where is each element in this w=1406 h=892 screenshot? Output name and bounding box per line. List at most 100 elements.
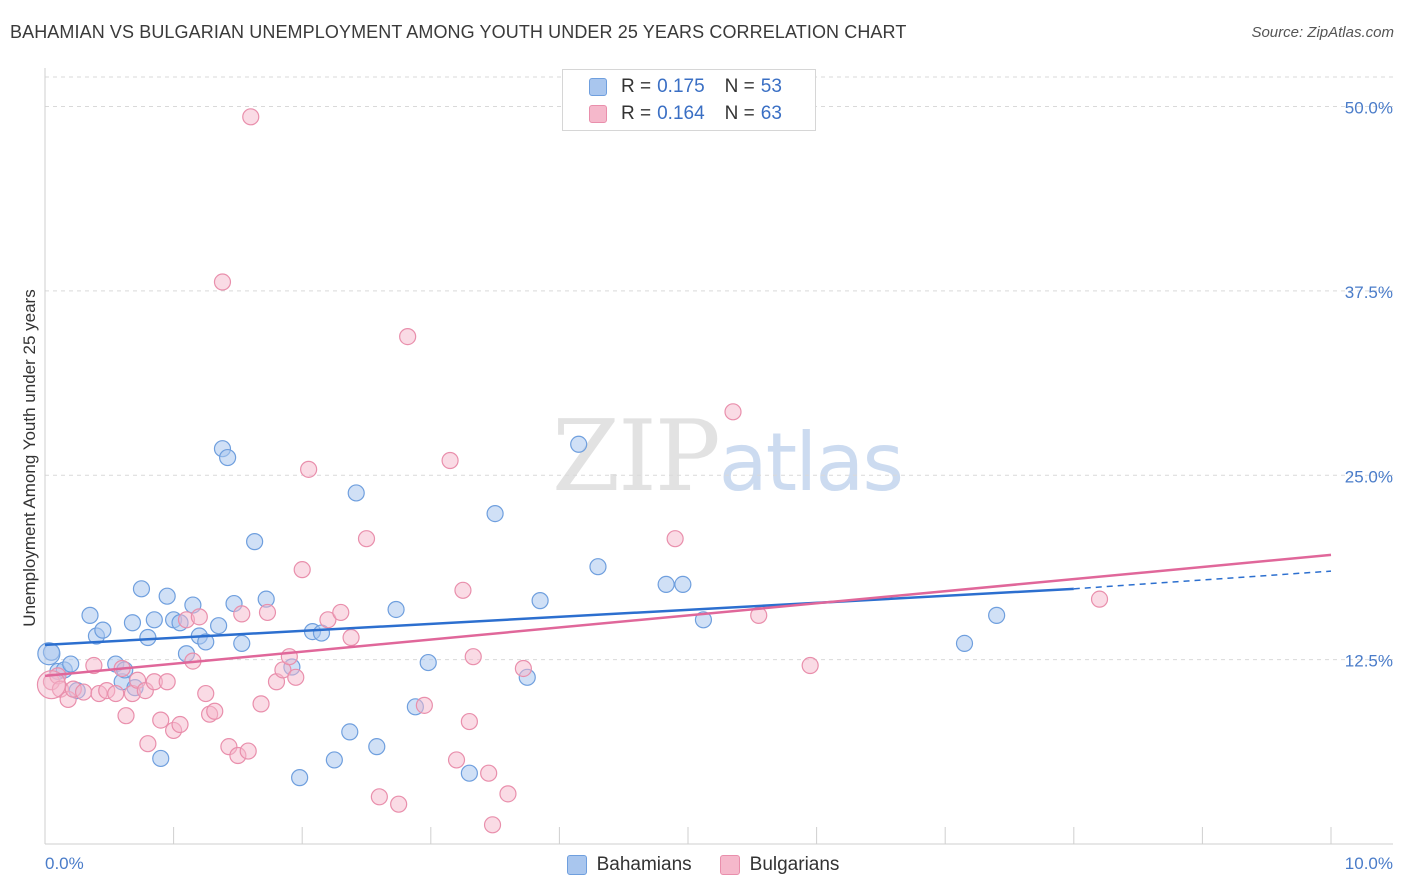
bulgarians-point	[171, 715, 189, 734]
bulgarians-point	[390, 795, 408, 813]
bulgarians-point	[483, 816, 502, 834]
bahamians-point	[460, 764, 478, 782]
bulgarians-point	[319, 611, 337, 629]
bahamians-point	[531, 592, 549, 610]
legend-row-bulgarians: R = 0.164 N = 63	[589, 101, 782, 127]
bulgarians-point	[342, 628, 360, 647]
bulgarians-point	[724, 403, 742, 421]
r-label: R =	[621, 103, 652, 124]
bahamians-point	[145, 611, 163, 629]
bahamians-point	[368, 738, 386, 756]
watermark-atlas: atlas	[718, 416, 904, 509]
bahamians-point	[152, 749, 170, 768]
bulgarians-point	[399, 328, 417, 346]
watermark-zip: ZIP	[552, 400, 721, 514]
bulgarians-point	[280, 648, 298, 666]
bahamians-point	[387, 600, 405, 619]
gridlines	[45, 76, 1393, 661]
bulgarians-point	[239, 742, 257, 760]
bahamians-point	[570, 435, 588, 453]
legend-item-bulgarians[interactable]: Bulgarians	[719, 854, 839, 876]
y-tick-label: 12.5%	[1345, 652, 1393, 671]
legend-label: Bahamians	[596, 854, 692, 875]
bahamians-point	[988, 606, 1006, 624]
n-label: N =	[724, 103, 755, 124]
bulgarians-point	[74, 683, 93, 701]
bulgarians-point	[801, 656, 819, 675]
bahamians-point	[81, 606, 99, 624]
bulgarians-point	[287, 668, 305, 686]
bahamians-point	[589, 558, 607, 576]
bahamians-trend-line	[44, 587, 1074, 647]
bulgarians-point	[206, 702, 224, 720]
bulgarians-point	[293, 561, 311, 579]
bahamians-point	[139, 628, 157, 647]
n-label: N =	[724, 76, 755, 97]
legend-row-bahamians: R = 0.175 N = 53	[589, 74, 782, 100]
bulgarians-point	[1090, 590, 1109, 608]
bahamians-point	[94, 621, 112, 639]
bulgarians-point	[36, 670, 67, 700]
bulgarians-point	[464, 648, 482, 666]
chart-title: BAHAMIAN VS BULGARIAN UNEMPLOYMENT AMONG…	[10, 22, 907, 42]
bulgarians-point	[242, 108, 260, 126]
bulgarians-point	[158, 673, 176, 691]
bulgarians-point	[332, 603, 350, 622]
bulgarians-swatch	[719, 855, 740, 875]
bahamians-trend-extension	[1073, 570, 1332, 590]
y-axis-label: Unemployment Among Youth under 25 years	[20, 289, 39, 626]
bulgarians-point	[197, 684, 215, 703]
watermark: ZIPatlas	[552, 400, 904, 514]
bahamians-point	[123, 614, 142, 632]
bulgarians-point	[499, 785, 517, 803]
bahamians-swatch	[566, 855, 587, 875]
bahamians-point	[341, 723, 359, 741]
legend-item-bahamians[interactable]: Bahamians	[566, 854, 692, 876]
x-tick-label: 10.0%	[1345, 854, 1393, 873]
trend-lines	[44, 553, 1332, 678]
bahamians-point	[657, 575, 675, 594]
bulgarians-point	[480, 764, 498, 782]
correlation-legend: R = 0.175 N = 53 R = 0.164 N = 63	[562, 69, 816, 131]
bulgarians-point	[190, 608, 208, 626]
bulgarians-point	[152, 711, 170, 729]
bulgarians-trend-line	[44, 553, 1332, 678]
bahamians-point	[486, 504, 504, 523]
bahamians-point	[210, 617, 228, 635]
bulgarians-swatch	[589, 105, 607, 123]
bulgarians-point	[117, 707, 135, 725]
bulgarians-point	[213, 273, 232, 291]
n-value: 53	[760, 76, 782, 97]
bulgarians-point	[258, 603, 277, 622]
bulgarians-point	[514, 659, 532, 678]
source-label: Source: ZipAtlas.com	[1251, 24, 1394, 41]
bulgarians-point	[300, 460, 318, 478]
bahamians-point	[62, 655, 80, 673]
r-label: R =	[621, 76, 652, 97]
bahamians-point	[132, 580, 151, 598]
bulgarians-point	[460, 712, 478, 731]
y-tick-label: 25.0%	[1345, 467, 1393, 486]
bahamians-point	[347, 484, 365, 502]
bulgarians-point	[139, 735, 157, 753]
bulgarians-points	[36, 108, 1109, 834]
bulgarians-point	[252, 695, 270, 713]
bahamians-swatch	[589, 78, 607, 96]
bahamians-point	[291, 769, 309, 787]
bahamians-points	[37, 435, 1006, 787]
x-tick-label: 0.0%	[45, 854, 84, 873]
bahamians-point	[694, 611, 713, 629]
n-value: 63	[760, 103, 782, 124]
bulgarians-point	[415, 696, 433, 714]
axis-labels: 12.5% 25.0% 37.5% 50.0% 0.0% 10.0% Unemploymen…	[20, 99, 1393, 874]
bulgarians-point	[357, 530, 376, 548]
bahamians-point	[197, 633, 215, 651]
series-legend: Bahamians Bulgarians	[0, 852, 1406, 878]
bahamians-point	[233, 634, 251, 653]
bulgarians-point	[454, 581, 472, 599]
bulgarians-point	[441, 451, 459, 470]
bahamians-point	[158, 587, 176, 605]
bulgarians-point	[750, 606, 768, 624]
r-value: 0.175	[657, 76, 705, 97]
y-tick-label: 50.0%	[1345, 99, 1393, 118]
